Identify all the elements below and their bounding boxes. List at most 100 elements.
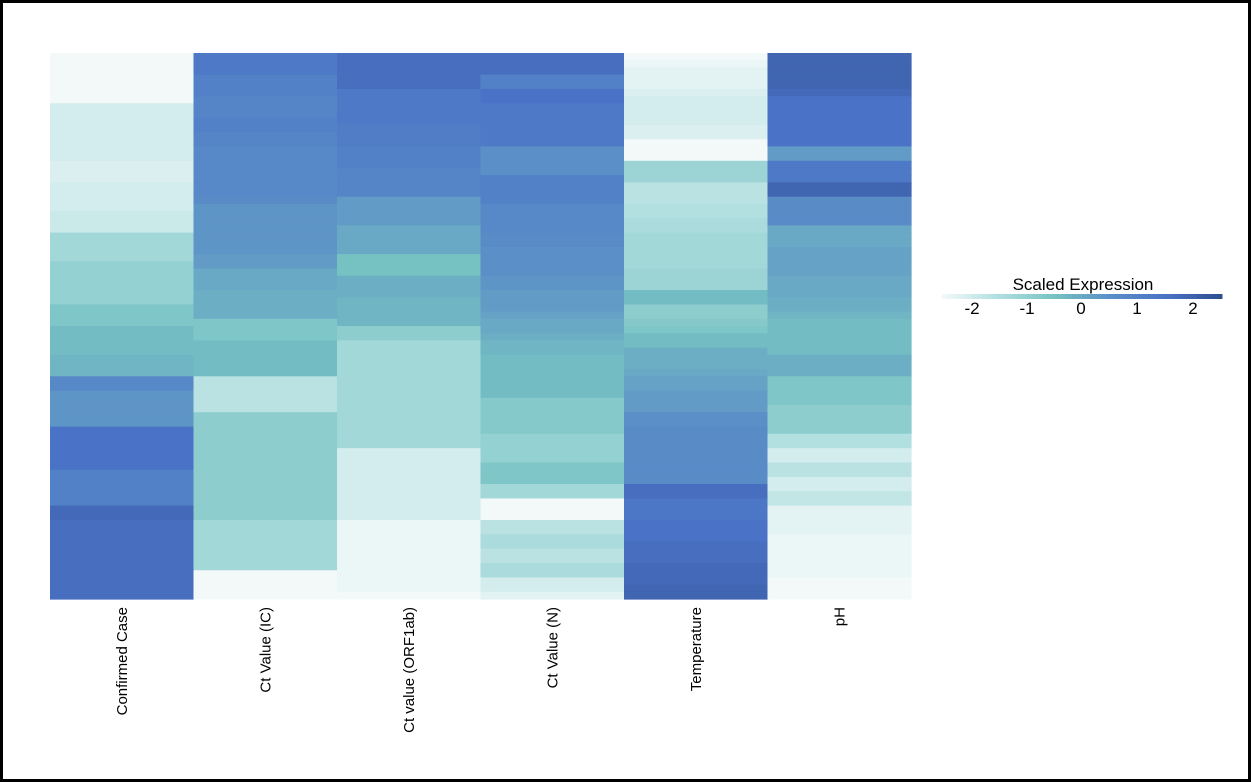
- heatmap-cell: [480, 491, 625, 500]
- legend-color-segment: [987, 294, 993, 299]
- x-axis-label: Ct Value (N): [544, 607, 561, 688]
- heatmap-cell: [624, 203, 769, 212]
- heatmap-cell: [337, 318, 482, 327]
- heatmap-cell: [337, 261, 482, 270]
- legend-color-segment: [1052, 294, 1058, 299]
- heatmap-cell: [624, 469, 769, 478]
- heatmap-cell: [480, 167, 625, 176]
- heatmap-cell: [193, 376, 338, 385]
- heatmap-cell: [337, 275, 482, 284]
- heatmap-cell: [624, 246, 769, 255]
- heatmap-cell: [337, 419, 482, 428]
- heatmap-cell: [193, 311, 338, 320]
- heatmap-cell: [480, 397, 625, 406]
- heatmap-cell: [624, 218, 769, 227]
- heatmap-cell: [193, 469, 338, 478]
- heatmap-cell: [767, 326, 912, 334]
- heatmap-cell: [624, 268, 769, 277]
- heatmap-cell: [767, 570, 912, 579]
- heatmap-cell: [50, 498, 195, 507]
- heatmap-cell: [337, 60, 482, 68]
- heatmap-cell: [50, 405, 195, 413]
- heatmap-cell: [767, 290, 912, 298]
- heatmap-cell: [50, 160, 195, 169]
- heatmap-cell: [50, 433, 195, 442]
- heatmap-cell: [50, 390, 195, 399]
- heatmap-cell: [480, 426, 625, 435]
- heatmap-cell: [624, 390, 769, 399]
- legend-color-segment: [1042, 294, 1048, 299]
- heatmap-cell: [193, 88, 338, 97]
- heatmap-cell: [193, 318, 338, 327]
- heatmap-cell: [193, 448, 338, 456]
- heatmap-cell: [624, 570, 769, 579]
- heatmap-cell: [50, 182, 195, 191]
- heatmap-cell: [193, 268, 338, 277]
- heatmap-cell: [50, 376, 195, 385]
- heatmap-cell: [480, 239, 625, 248]
- heatmap-cell: [767, 476, 912, 485]
- heatmap-cell: [767, 153, 912, 162]
- heatmap-cell: [624, 426, 769, 435]
- heatmap-cell: [624, 412, 769, 420]
- heatmap-cell: [50, 577, 195, 586]
- heatmap-cell: [624, 74, 769, 83]
- heatmap-cell: [193, 246, 338, 255]
- heatmap-cell: [624, 548, 769, 557]
- heatmap-cell: [337, 534, 482, 543]
- heatmap-cell: [624, 290, 769, 298]
- heatmap-cell: [480, 433, 625, 442]
- heatmap-cell: [480, 139, 625, 147]
- heatmap-cell: [337, 369, 482, 377]
- heatmap-cell: [337, 426, 482, 435]
- heatmap-cell: [193, 412, 338, 420]
- heatmap-cell: [767, 189, 912, 198]
- heatmap-cell: [624, 340, 769, 349]
- heatmap-cell: [50, 397, 195, 406]
- heatmap-cell: [337, 304, 482, 313]
- legend-color-segment: [1207, 294, 1213, 299]
- heatmap-cell: [193, 254, 338, 262]
- heatmap-cell: [624, 376, 769, 385]
- heatmap-cell: [50, 512, 195, 521]
- heatmap-cell: [480, 297, 625, 306]
- heatmap-cell: [50, 225, 195, 234]
- heatmap-cell: [480, 117, 625, 126]
- heatmap-cell: [480, 124, 625, 133]
- heatmap-cell: [480, 484, 625, 492]
- heatmap-cell: [50, 124, 195, 133]
- heatmap-cell: [480, 440, 625, 449]
- legend-color-segment: [1012, 294, 1018, 299]
- heatmap-cell: [337, 132, 482, 140]
- heatmap-cell: [480, 153, 625, 162]
- legend-color-segment: [1122, 294, 1128, 299]
- heatmap-cell: [624, 498, 769, 507]
- heatmap-cell: [624, 491, 769, 500]
- heatmap-cell: [193, 390, 338, 399]
- heatmap-cell: [50, 476, 195, 485]
- heatmap-cell: [624, 53, 769, 61]
- heatmap-cell: [50, 383, 195, 392]
- legend-color-segment: [1137, 294, 1143, 299]
- heatmap-cell: [193, 218, 338, 227]
- heatmap-cell: [624, 591, 769, 600]
- heatmap-cell: [767, 254, 912, 262]
- heatmap-cell: [767, 383, 912, 392]
- heatmap-cell: [480, 311, 625, 320]
- heatmap-cell: [50, 232, 195, 241]
- heatmap-cell: [767, 541, 912, 550]
- heatmap-cell: [767, 505, 912, 514]
- heatmap-cell: [480, 519, 625, 528]
- heatmap-cell: [337, 462, 482, 471]
- legend-color-segment: [962, 294, 968, 299]
- heatmap-cell: [50, 211, 195, 219]
- legend-color-segment: [1072, 294, 1078, 299]
- legend-color-segment: [967, 294, 973, 299]
- heatmap-cell: [50, 196, 195, 205]
- heatmap-cell: [50, 117, 195, 126]
- heatmap-cell: [193, 505, 338, 514]
- heatmap-cell: [50, 412, 195, 420]
- heatmap-cell: [337, 218, 482, 227]
- heatmap-cell: [193, 354, 338, 363]
- heatmap-cell: [624, 88, 769, 97]
